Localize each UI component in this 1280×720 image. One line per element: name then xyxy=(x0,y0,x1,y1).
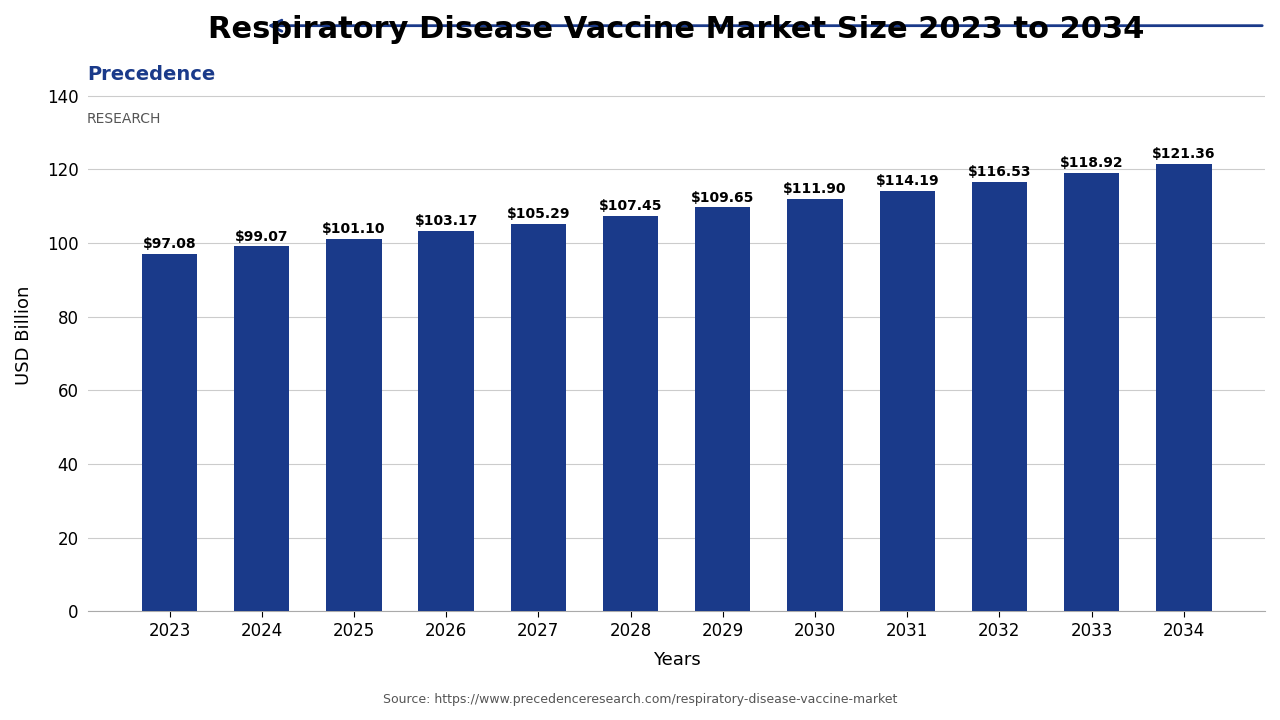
Text: $105.29: $105.29 xyxy=(507,207,570,220)
Text: Precedence: Precedence xyxy=(87,65,215,84)
Text: $97.08: $97.08 xyxy=(142,237,196,251)
Bar xyxy=(142,254,197,611)
Bar xyxy=(695,207,750,611)
Text: $103.17: $103.17 xyxy=(415,215,477,228)
Text: $99.07: $99.07 xyxy=(236,230,288,243)
Text: Source: https://www.precedenceresearch.com/respiratory-disease-vaccine-market: Source: https://www.precedenceresearch.c… xyxy=(383,693,897,706)
Bar xyxy=(972,182,1027,611)
Y-axis label: USD Billion: USD Billion xyxy=(15,285,33,385)
Bar xyxy=(234,246,289,611)
Text: $114.19: $114.19 xyxy=(876,174,940,188)
Title: Respiratory Disease Vaccine Market Size 2023 to 2034: Respiratory Disease Vaccine Market Size … xyxy=(209,15,1144,44)
Text: $107.45: $107.45 xyxy=(599,199,662,212)
Bar xyxy=(787,199,842,611)
Bar xyxy=(511,223,566,611)
Bar xyxy=(1064,174,1119,611)
Bar xyxy=(879,191,934,611)
Bar xyxy=(603,215,658,611)
Text: $121.36: $121.36 xyxy=(1152,148,1216,161)
Text: $116.53: $116.53 xyxy=(968,165,1032,179)
Text: $111.90: $111.90 xyxy=(783,182,847,197)
Bar xyxy=(419,231,474,611)
Text: RESEARCH: RESEARCH xyxy=(87,112,161,125)
Text: $118.92: $118.92 xyxy=(1060,156,1124,171)
Text: $109.65: $109.65 xyxy=(691,191,754,204)
Bar xyxy=(1156,164,1211,611)
X-axis label: Years: Years xyxy=(653,651,700,669)
Bar xyxy=(326,239,381,611)
Text: $101.10: $101.10 xyxy=(323,222,385,236)
